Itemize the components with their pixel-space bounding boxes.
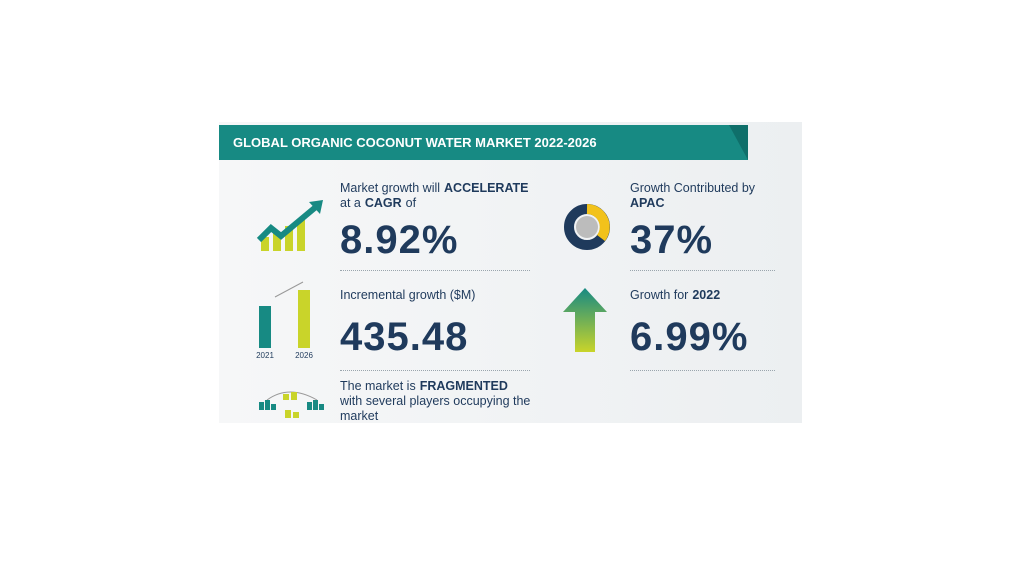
region-label: Growth Contributed by	[630, 181, 756, 195]
separator	[630, 370, 775, 371]
donut-icon	[564, 204, 610, 250]
cagr-value: 8.92%	[340, 218, 459, 262]
emphasis: ACCELERATE	[444, 181, 529, 195]
region-emphasis: APAC	[630, 196, 665, 210]
text: with several players occupying the marke…	[340, 394, 531, 423]
fragment-icon	[259, 391, 324, 418]
text: The market is	[340, 379, 416, 393]
yearly-line: Growth for 2022	[630, 288, 720, 303]
text: of	[405, 196, 417, 210]
emphasis: FRAGMENTED	[419, 379, 508, 393]
emphasis: CAGR	[364, 196, 402, 210]
year-label: 2026	[295, 351, 313, 360]
title-bar: GLOBAL ORGANIC COCONUT WATER MARKET 2022…	[219, 125, 748, 160]
text: Growth for	[630, 288, 689, 302]
incremental-value: 435.48	[340, 315, 469, 359]
arrow-icon	[563, 288, 607, 352]
incremental-label: Incremental growth ($M)	[340, 288, 476, 302]
region-value: 37%	[630, 218, 714, 262]
cagr-line2: at a CAGR of	[340, 196, 416, 211]
text: Market growth will	[340, 181, 441, 195]
separator	[630, 270, 775, 271]
infographic-card: GLOBAL ORGANIC COCONUT WATER MARKET 2022…	[219, 122, 802, 423]
emphasis: 2022	[692, 288, 721, 302]
title: GLOBAL ORGANIC COCONUT WATER MARKET 2022…	[233, 135, 597, 150]
bar-icon: 2021 2026	[256, 281, 313, 360]
icons: 2021 2026	[256, 200, 610, 418]
separator	[340, 370, 530, 371]
fragmented-text: The market is FRAGMENTED with several play…	[340, 379, 540, 423]
growth-icon	[256, 200, 323, 251]
cagr-line1: Market growth will ACCELERATE	[340, 181, 529, 196]
year-label: 2021	[256, 351, 274, 360]
yearly-value: 6.99%	[630, 315, 749, 359]
text: at a	[340, 196, 361, 210]
separator	[340, 270, 530, 271]
